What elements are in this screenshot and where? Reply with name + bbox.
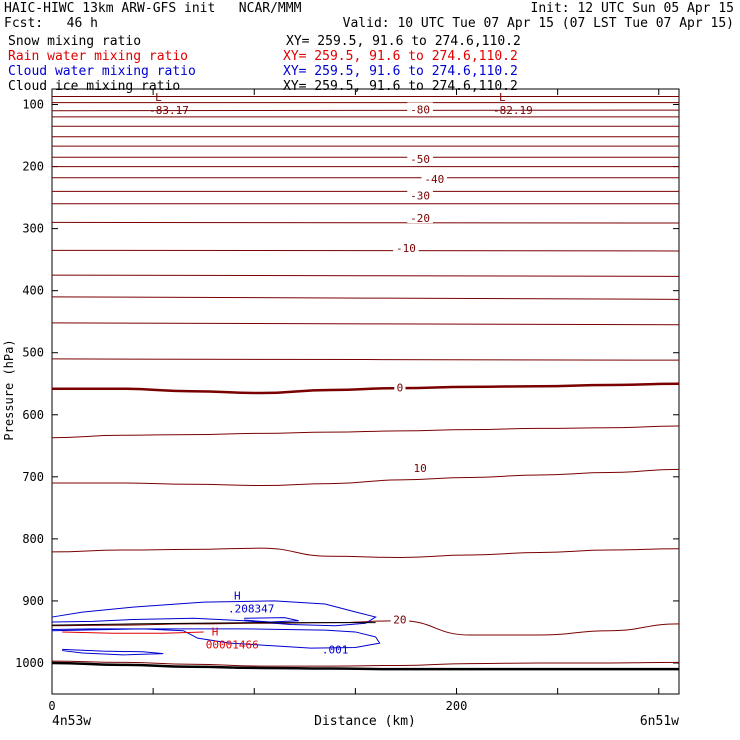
x-tick-label: 200 xyxy=(446,699,468,713)
extremum-marker: L xyxy=(499,91,506,104)
cloud-water-contour xyxy=(244,617,299,623)
cloud-water-contour xyxy=(51,600,377,627)
field-cloudwater-name: Cloud water mixing ratio xyxy=(8,64,196,79)
contour-label-bg xyxy=(421,171,448,184)
contour-label-bg xyxy=(410,461,430,474)
y-tick-label: 600 xyxy=(22,408,44,422)
x-axis-label: Distance (km) xyxy=(314,714,416,729)
field-snow-name: Snow mixing ratio xyxy=(8,34,142,49)
contour-label: -30 xyxy=(410,190,430,203)
x-right-location: 6n51w xyxy=(640,714,679,729)
temperature-contour xyxy=(51,660,680,667)
contour-label-bg xyxy=(407,211,433,224)
chart-title: HAIC-HIWC 13km ARW-GFS init NCAR/MMM xyxy=(4,1,302,16)
valid-time: Valid: 10 UTC Tue 07 Apr 15 (07 LST Tue … xyxy=(342,16,734,31)
contour-label: -10 xyxy=(396,242,416,255)
contour-label: 10 xyxy=(413,462,426,475)
extremum-marker: H xyxy=(212,626,219,639)
x-tick-label: 0 xyxy=(48,699,55,713)
temperature-contour xyxy=(51,547,680,558)
extremum-marker: L xyxy=(155,91,162,104)
extremum-value: -83.17 xyxy=(149,104,189,117)
init-time: Init: 12 UTC Sun 05 Apr 15 xyxy=(530,1,735,16)
contour-label: -50 xyxy=(410,153,430,166)
contour-label: 0 xyxy=(397,381,404,394)
rain-water-contour xyxy=(62,631,204,634)
y-tick-label: 800 xyxy=(22,532,44,546)
y-tick-label: 200 xyxy=(22,160,44,174)
temperature-contour xyxy=(51,468,680,487)
ground-surface-line xyxy=(51,661,679,671)
plot-frame xyxy=(51,88,680,695)
cloud-water-contour-label: .001 xyxy=(322,643,349,656)
contour-label-bg xyxy=(393,240,419,253)
temperature-contour xyxy=(51,109,680,112)
temperature-contour xyxy=(51,322,680,326)
contour-label-bg xyxy=(407,188,433,201)
contour-label-bg xyxy=(390,612,410,625)
y-tick-label: 400 xyxy=(22,284,44,298)
contour-label-bg xyxy=(407,152,433,165)
extremum-value: -82.19 xyxy=(493,104,533,117)
field-cloudice-name: Cloud ice mixing ratio xyxy=(8,79,181,94)
x-left-location: 4n53w xyxy=(52,714,91,729)
field-rain-xy: XY= 259.5, 91.6 to 274.6,110.2 xyxy=(283,49,518,64)
contour-label: -20 xyxy=(410,212,430,225)
field-cloudice-xy: XY= 259.5, 91.6 to 274.6,110.2 xyxy=(283,79,518,94)
cloud-water-contour xyxy=(62,648,164,656)
y-axis-label: Pressure (hPa) xyxy=(2,339,16,440)
contour-label: -40 xyxy=(424,173,444,186)
extremum-value: 00001466 xyxy=(206,639,259,652)
extremum-value: .208347 xyxy=(228,603,274,616)
y-tick-label: 300 xyxy=(22,222,44,236)
contour-label-bg xyxy=(394,380,406,393)
contour-label: 20 xyxy=(393,614,406,627)
y-tick-label: 900 xyxy=(22,594,44,608)
field-snow-xy: XY= 259.5, 91.6 to 274.6,110.2 xyxy=(286,34,521,49)
temperature-contour xyxy=(51,249,680,252)
y-tick-label: 1000 xyxy=(15,656,44,670)
temperature-contour xyxy=(51,382,680,395)
field-rain-name: Rain water mixing ratio xyxy=(8,49,189,64)
forecast-hour: Fcst: 46 h xyxy=(4,16,98,31)
y-tick-label: 700 xyxy=(22,470,44,484)
field-cloudwater-xy: XY= 259.5, 91.6 to 274.6,110.2 xyxy=(283,64,518,79)
snow-contour xyxy=(51,622,376,626)
temperature-contour xyxy=(51,221,680,224)
contour-label-bg xyxy=(407,102,433,115)
temperature-contour xyxy=(51,358,680,361)
cloud-water-contour xyxy=(51,628,381,649)
contour-label: -80 xyxy=(410,103,430,116)
temperature-contour xyxy=(51,274,680,277)
temperature-contour xyxy=(51,296,680,300)
temperature-contour xyxy=(51,425,680,439)
y-tick-label: 500 xyxy=(22,346,44,360)
y-tick-label: 100 xyxy=(22,98,44,112)
extremum-marker: H xyxy=(234,590,241,603)
